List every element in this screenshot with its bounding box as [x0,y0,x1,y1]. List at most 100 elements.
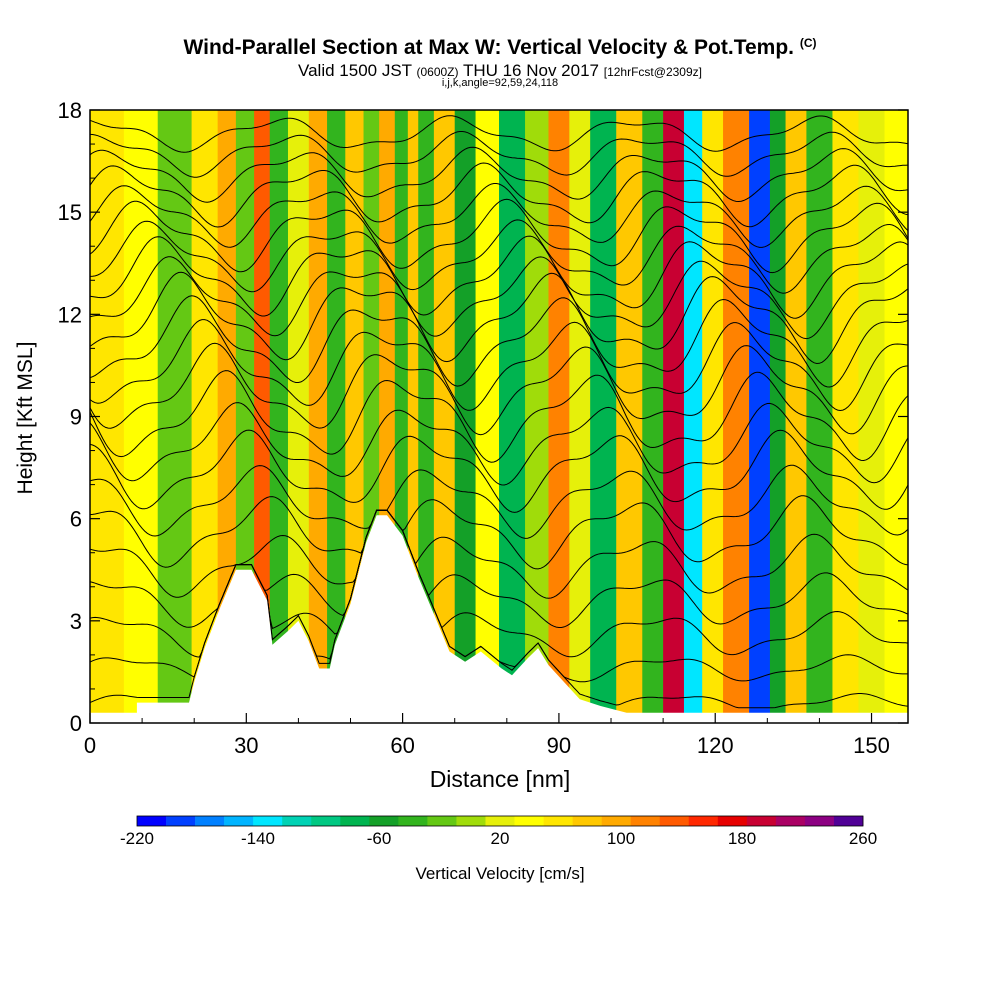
velocity-column [683,110,703,723]
isentrope-line [90,115,908,153]
velocity-column [407,110,419,723]
isentrope-line [90,429,908,513]
velocity-column [499,110,526,723]
velocity-column [454,110,477,723]
colorbar-swatch [253,816,283,826]
colorbar: -220 -140 -60 20 100 180 260 [120,815,877,848]
colorbar-tick-label: -60 [367,829,392,848]
velocity-column [308,110,328,723]
colorbar-swatch [166,816,196,826]
isentrope-line [90,271,908,365]
colorbar-swatch [572,816,602,826]
velocity-column [642,110,664,723]
isentrope-line [90,509,908,628]
colorbar-swatch [717,816,748,826]
x-tick-label: 30 [234,733,258,758]
x-tick-label: 120 [697,733,734,758]
chart-title: Wind-Parallel Section at Max W: Vertical… [183,36,817,59]
colorbar-swatch [282,816,312,826]
velocity-column [569,110,591,723]
velocity-column [785,110,808,723]
y-tick-label: 9 [70,405,82,430]
isentrope-line [90,464,908,539]
velocity-column [433,110,456,723]
velocity-column [832,110,860,723]
y-tick-label: 3 [70,609,82,634]
y-tick-label: 18 [58,98,82,123]
velocity-column [590,110,617,723]
valid-utc: (0600Z) [416,65,459,79]
colorbar-swatch [195,816,225,826]
velocity-column [327,110,346,723]
colorbar-tick-label: 260 [849,829,877,848]
colorbar-swatch [369,816,399,826]
isentrope-line [90,235,908,319]
colorbar-swatch [775,816,806,826]
colorbar-swatch [398,816,428,826]
y-tick-label: 6 [70,507,82,532]
valid-time: Valid 1500 JST [298,61,412,80]
colorbar-frame [136,815,864,827]
velocity-column [525,110,550,723]
velocity-column [123,110,159,723]
isentrope-line [90,131,908,178]
velocity-column [616,110,643,723]
colorbar-swatch [630,816,661,826]
isentrope-line [90,319,908,412]
velocity-column [723,110,750,723]
velocity-column [884,110,908,723]
colorbar-swatch [224,816,254,826]
isentrope-line [90,295,908,388]
y-axis-title: Height [Kft MSL] [14,341,37,495]
colorbar-swatch [659,816,690,826]
colorbar-swatch [514,816,544,826]
colorbar-swatch [688,816,719,826]
y-tick-label: 15 [58,200,82,225]
terrain-profile [90,515,908,723]
velocity-column [157,110,193,723]
velocity-column [269,110,289,723]
isentrope-line [90,162,908,228]
colorbar-tick-label: 180 [728,829,756,848]
velocity-column [663,110,685,723]
colorbar-tick-label: -140 [241,829,275,848]
chart-subtitle: Valid 1500 JST (0600Z) THU 16 Nov 2017 [… [0,61,1000,81]
section-indices: i,j,k,angle=92,59,24,118 [441,77,559,89]
colorbar-tick-label: 100 [607,829,635,848]
y-tick-label: 12 [58,302,82,327]
velocity-column [806,110,834,723]
isentrope-line [90,219,908,294]
colorbar-swatch [804,816,835,826]
colorbar-swatch [485,816,515,826]
colorbar-tick-label: -220 [120,829,154,848]
velocity-column [749,110,771,723]
colorbar-swatch [427,816,457,826]
velocity-column [217,110,237,723]
velocity-column [191,110,219,723]
velocity-column [858,110,886,723]
x-tick-label: 0 [84,733,96,758]
colorbar-swatch [311,816,341,826]
colorbar-swatch [601,816,631,826]
velocity-column [287,110,310,723]
isentrope-line [90,342,908,436]
copyright-tag: (C) [799,36,817,50]
isentrope-line [90,256,908,340]
colorbar-swatch [543,816,573,826]
x-axis-title: Distance [nm] [429,766,571,792]
isentrope-line [90,370,908,463]
colorbar-swatch [137,816,167,826]
forecast-info: [12hrFcst@2309z] [603,65,702,79]
velocity-column [235,110,255,723]
valid-date: THU 16 Nov 2017 [462,61,600,80]
isentrope-line [90,183,908,248]
isentrope-line [90,495,908,570]
x-tick-label: 60 [390,733,414,758]
velocity-column [548,110,570,723]
velocity-column [769,110,787,723]
axes: 0 30 60 90 120 150 0 3 6 9 12 15 18 [58,98,908,758]
potential-temperature-contours [90,115,908,709]
colorbar-swatch [340,816,370,826]
velocity-column [254,110,271,723]
